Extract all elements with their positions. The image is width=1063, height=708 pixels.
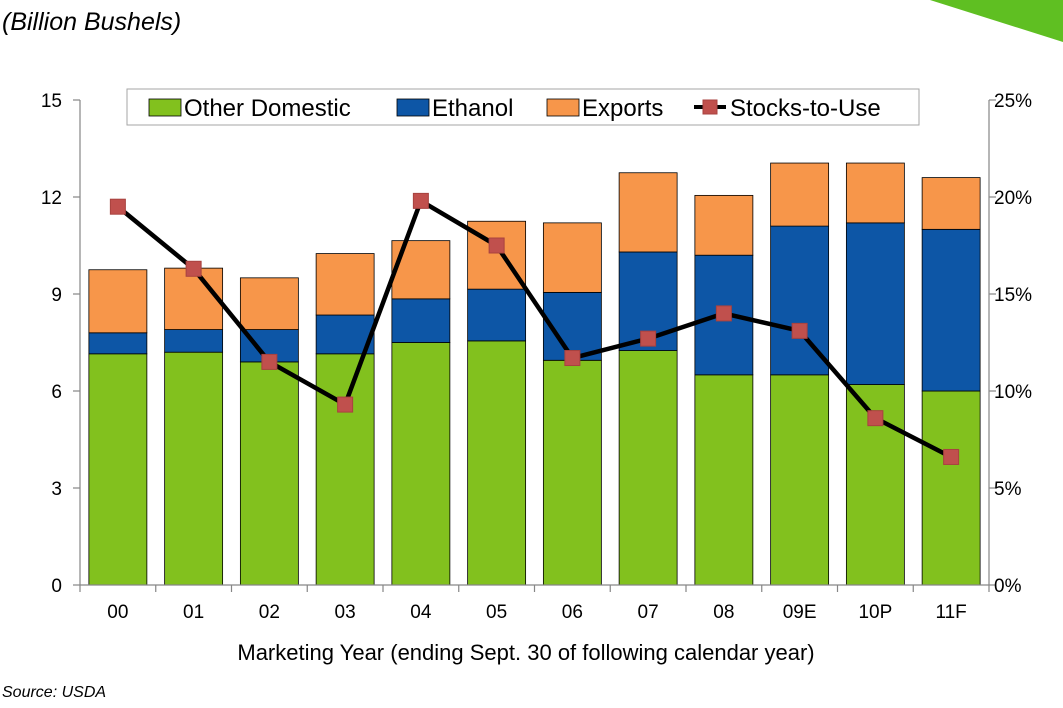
y-right-tick-label: 25% [994, 91, 1032, 112]
y-right-tick-label: 20% [994, 188, 1032, 209]
bar-ethanol-11F [921, 228, 981, 392]
stocks-to-use-point-11F [943, 448, 960, 465]
bar-ethanol-01 [164, 329, 224, 353]
line-layer [109, 192, 960, 465]
legend-box [126, 88, 920, 126]
bar-other-domestic-03 [315, 353, 375, 586]
bar-other-domestic-05 [467, 340, 527, 586]
unit-label: (Billion Bushels) [2, 8, 181, 36]
x-tick-label-06: 06 [562, 602, 583, 623]
y-right-tick-label: 0% [994, 576, 1022, 597]
stocks-to-use-point-10P [867, 410, 884, 427]
x-tick-label-11F: 11F [935, 602, 966, 623]
legend-label-stocks-to-use: Stocks-to-Use [730, 95, 881, 122]
bar-other-domestic-01 [164, 351, 224, 586]
bar-exports-09E [770, 162, 830, 227]
x-tick-label-08: 08 [713, 602, 734, 623]
bar-other-domestic-11F [921, 390, 981, 586]
y-right-tick-label: 5% [994, 479, 1022, 500]
y-left-tick-label: 15 [41, 91, 62, 112]
legend-swatch-exports [546, 98, 580, 117]
x-tick-label-03: 03 [335, 602, 356, 623]
stocks-to-use-point-04 [412, 192, 429, 209]
legend-label-other-domestic: Other Domestic [184, 95, 351, 122]
legend: Other Domestic Ethanol Exports Stocks-to… [126, 88, 920, 126]
legend-swatch-marker [702, 99, 718, 115]
corner-accent [930, 0, 1063, 42]
bar-exports-08 [694, 194, 754, 256]
bar-other-domestic-06 [542, 359, 602, 586]
bar-other-domestic-09E [770, 374, 830, 586]
bar-other-domestic-08 [694, 374, 754, 586]
stocks-to-use-point-09E [791, 322, 808, 339]
y-left-tick-label: 3 [51, 479, 62, 500]
bar-other-domestic-02 [239, 361, 299, 586]
y-left-tick-label: 9 [51, 285, 62, 306]
y-right-tick-label: 10% [994, 382, 1032, 403]
bar-exports-02 [239, 277, 299, 330]
bar-exports-03 [315, 253, 375, 316]
legend-label-exports: Exports [582, 95, 663, 122]
bar-ethanol-05 [467, 288, 527, 342]
bar-ethanol-00 [88, 332, 148, 355]
y-left-tick-label: 0 [51, 576, 62, 597]
bar-other-domestic-00 [88, 353, 148, 586]
source-note: Source: USDA [2, 684, 106, 701]
bar-exports-07 [618, 172, 678, 253]
bar-exports-11F [921, 177, 981, 230]
legend-swatch-ethanol [396, 98, 430, 117]
x-tick-label-00: 00 [107, 602, 128, 623]
bar-other-domestic-07 [618, 350, 678, 586]
bars-layer [88, 162, 981, 586]
stocks-to-use-point-01 [185, 260, 202, 277]
x-tick-label-10P: 10P [858, 602, 892, 623]
y-left-tick-label: 12 [41, 188, 62, 209]
y-right-tick-label: 15% [994, 285, 1032, 306]
stocks-to-use-line [116, 198, 953, 459]
x-tick-label-09E: 09E [783, 602, 817, 623]
x-tick-label-02: 02 [259, 602, 280, 623]
bar-ethanol-10P [845, 222, 905, 385]
bar-ethanol-04 [391, 298, 451, 343]
x-tick-label-04: 04 [410, 602, 432, 623]
legend-label-ethanol: Ethanol [432, 95, 513, 122]
y-left-tick-label: 6 [51, 382, 62, 403]
stocks-to-use-point-06 [564, 350, 581, 367]
stocks-to-use-point-07 [640, 330, 657, 347]
stocks-to-use-point-03 [337, 396, 354, 413]
bar-other-domestic-04 [391, 342, 451, 586]
x-tick-label-07: 07 [638, 602, 659, 623]
bar-exports-00 [88, 269, 148, 334]
stocks-to-use-point-00 [109, 198, 126, 215]
x-tick-label-01: 01 [183, 602, 204, 623]
bar-exports-01 [164, 267, 224, 330]
bar-exports-10P [845, 162, 905, 224]
bar-exports-06 [542, 222, 602, 293]
x-tick-label-05: 05 [486, 602, 507, 623]
legend-swatch-other-domestic [148, 98, 182, 117]
x-axis-label: Marketing Year (ending Sept. 30 of follo… [237, 640, 814, 665]
stocks-to-use-point-08 [715, 305, 732, 322]
stocks-to-use-point-05 [488, 237, 505, 254]
stocks-to-use-point-02 [261, 353, 278, 370]
